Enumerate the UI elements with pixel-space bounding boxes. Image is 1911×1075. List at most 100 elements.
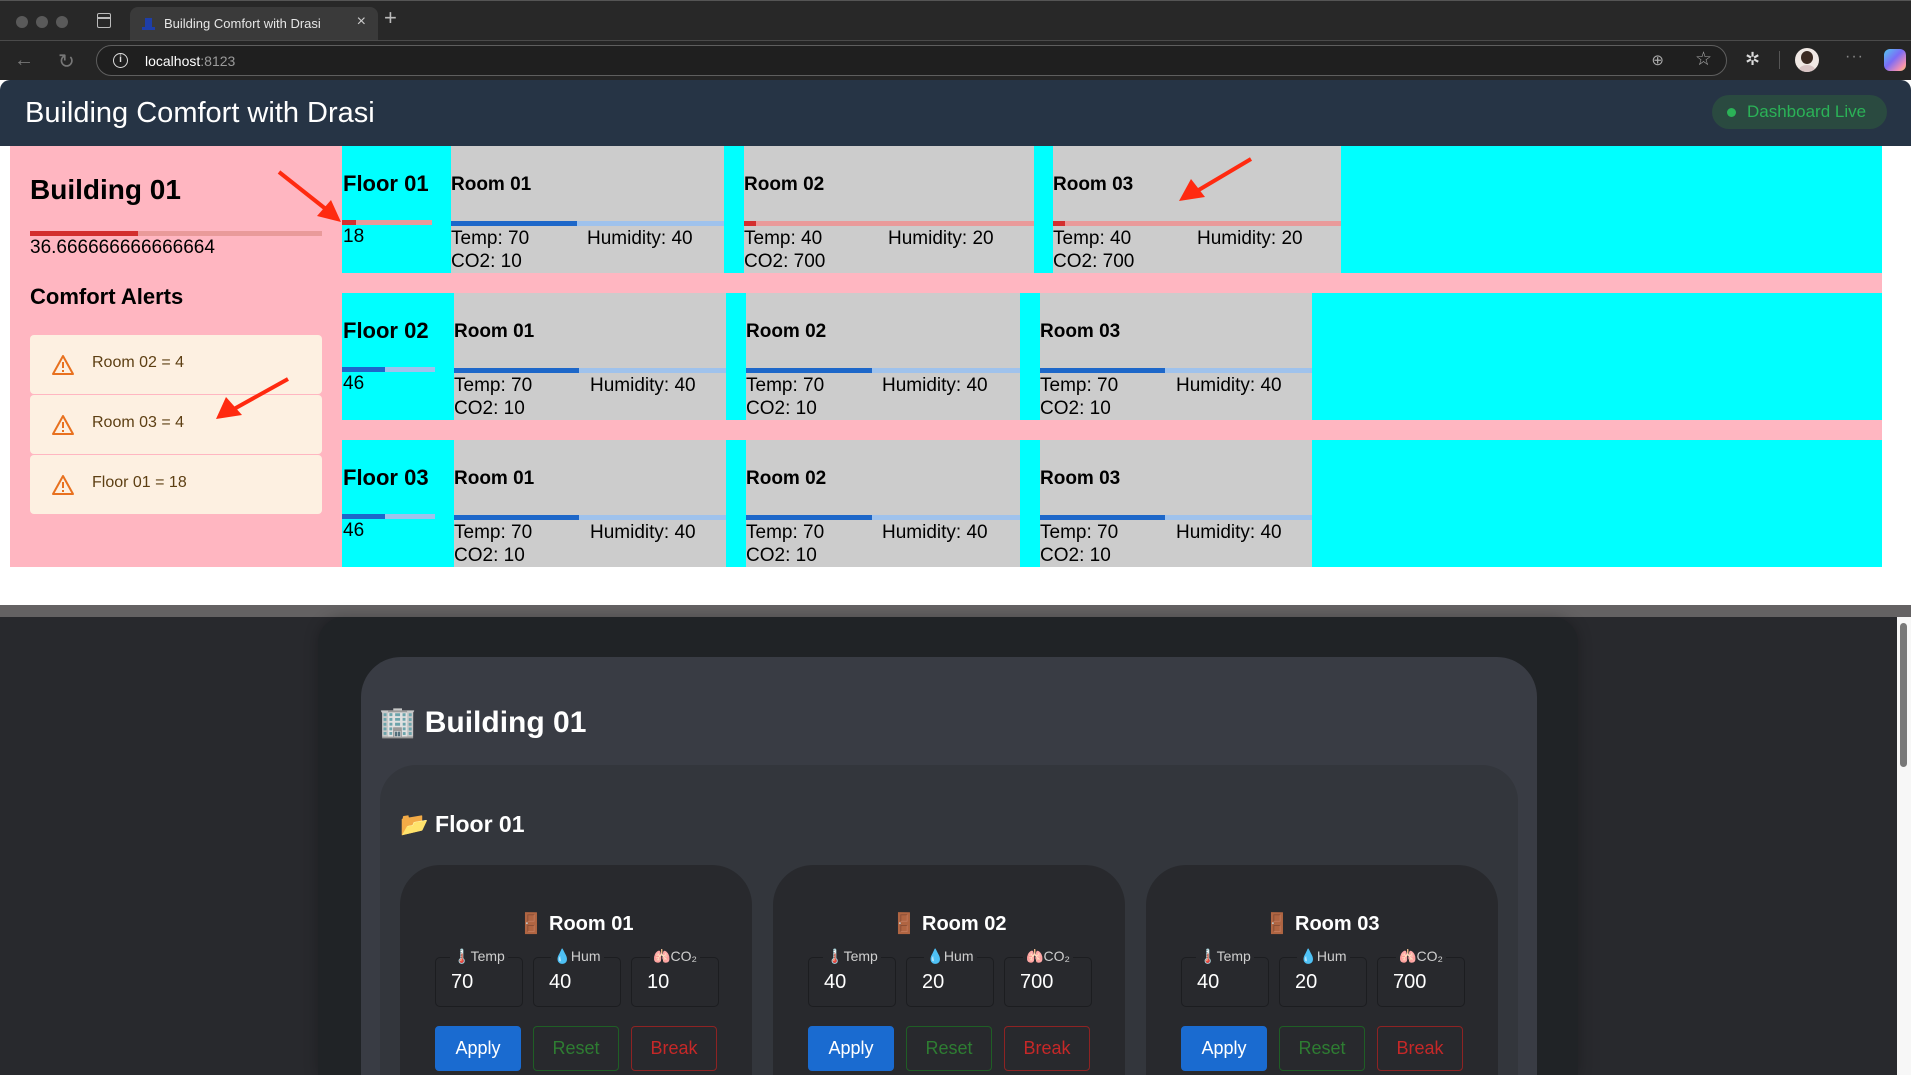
room-co2: CO2: 10 [451, 251, 522, 272]
annotation-arrow-icon [1179, 157, 1253, 201]
co2-input[interactable]: 🫁CO₂ 10 [631, 948, 719, 1007]
room-temp: Temp: 70 [746, 375, 825, 396]
room-control-heading: 🚪 Room 03 [1264, 913, 1380, 935]
window-close-dot[interactable] [16, 16, 28, 28]
app-header: Building Comfort with Drasi Dashboard Li… [0, 80, 1911, 146]
tab-title: Building Comfort with Drasi [164, 16, 321, 31]
window-maximize-dot[interactable] [56, 16, 68, 28]
room-control-heading: 🚪 Room 02 [891, 913, 1007, 935]
room-temp: Temp: 70 [451, 228, 530, 249]
room-control-card: 🚪 Room 01 🌡️Temp 70 💧Hum 40 🫁CO₂ 10 Appl… [400, 865, 752, 1075]
building-comfort-bar [30, 231, 322, 236]
room-temp: Temp: 70 [454, 375, 533, 396]
building-control-heading: 🏢 Building 01 [379, 706, 587, 739]
temp-input[interactable]: 🌡️Temp 40 [808, 948, 896, 1007]
co2-input[interactable]: 🫁CO₂ 700 [1377, 948, 1465, 1007]
room-humidity: Humidity: 40 [1176, 522, 1282, 543]
address-bar-row: ← ↻ i localhost:8123 ⊕ ☆ [0, 40, 1911, 80]
room-co2: CO2: 10 [1040, 545, 1111, 566]
tab-close-icon[interactable]: × [356, 13, 366, 30]
copilot-icon[interactable] [1884, 49, 1906, 71]
lungs-icon: 🫁CO₂ [1378, 948, 1464, 965]
reload-icon[interactable]: ↻ [58, 51, 75, 73]
break-button[interactable]: Break [631, 1026, 717, 1071]
reset-button[interactable]: Reset [1279, 1026, 1365, 1071]
door-icon: 🚪 [891, 913, 917, 935]
door-icon: 🚪 [1264, 913, 1290, 935]
row-spacer [342, 420, 1882, 440]
lungs-icon: 🫁CO₂ [632, 948, 718, 965]
bookmark-star-icon[interactable]: ☆ [1694, 49, 1712, 70]
floor-comfort-value: 46 [343, 373, 365, 394]
room-name: Room 02 [746, 468, 827, 489]
humidity-input[interactable]: 💧Hum 20 [906, 948, 994, 1007]
browser-tab[interactable]: Building Comfort with Drasi × [130, 7, 378, 41]
floor-row-02: Floor 02 46 Room 01 Temp: 70 Humidity: 4… [342, 293, 1882, 420]
reset-button[interactable]: Reset [906, 1026, 992, 1071]
comfort-alerts-heading: Comfort Alerts [30, 284, 184, 309]
break-button[interactable]: Break [1004, 1026, 1090, 1071]
room-control-card: 🚪 Room 03 🌡️Temp 40 💧Hum 20 🫁CO₂ 700 App… [1146, 865, 1498, 1075]
warning-icon [52, 415, 74, 435]
room-control-heading: 🚪 Room 01 [518, 913, 634, 935]
room-comfort-bar [1040, 515, 1312, 520]
droplet-icon: 💧Hum [907, 948, 993, 965]
humidity-input[interactable]: 💧Hum 40 [533, 948, 621, 1007]
floor-label: Floor 02 [343, 318, 429, 343]
scrollbar-thumb[interactable] [1900, 623, 1907, 767]
room-tile: Room 01 Temp: 70 Humidity: 40 CO2: 10 [451, 146, 724, 273]
warning-icon [52, 355, 74, 375]
building-title: Building 01 [30, 174, 181, 205]
warning-icon [52, 475, 74, 495]
room-temp: Temp: 70 [454, 522, 533, 543]
toolbar-divider [1779, 51, 1780, 69]
reset-button[interactable]: Reset [533, 1026, 619, 1071]
humidity-input[interactable]: 💧Hum 20 [1279, 948, 1367, 1007]
break-button[interactable]: Break [1377, 1026, 1463, 1071]
building-summary-panel: Building 01 36.666666666666664 Comfort A… [10, 146, 342, 567]
temp-input[interactable]: 🌡️Temp 40 [1181, 948, 1269, 1007]
apply-button[interactable]: Apply [808, 1026, 894, 1071]
co2-input[interactable]: 🫁CO₂ 700 [1004, 948, 1092, 1007]
url-text: localhost:8123 [145, 53, 236, 69]
room-comfort-bar [451, 221, 724, 226]
room-tile: Room 02 Temp: 40 Humidity: 20 CO2: 700 [744, 146, 1034, 273]
floor-control-heading: 📂 Floor 01 [400, 811, 525, 837]
apply-button[interactable]: Apply [435, 1026, 521, 1071]
site-info-icon[interactable]: i [113, 53, 128, 68]
sidebar-toggle-icon[interactable] [97, 13, 111, 28]
window-minimize-dot[interactable] [36, 16, 48, 28]
alert-item: Floor 01 = 18 [30, 455, 322, 514]
profile-avatar[interactable] [1795, 48, 1819, 72]
door-icon: 🚪 [518, 913, 544, 935]
back-icon[interactable]: ← [14, 49, 34, 71]
room-co2: CO2: 10 [454, 398, 525, 419]
extensions-icon[interactable]: ✲ [1745, 49, 1761, 69]
room-co2: CO2: 10 [746, 545, 817, 566]
room-comfort-bar [454, 515, 726, 520]
browser-tab-bar: Building Comfort with Drasi × + [0, 0, 1911, 41]
room-humidity: Humidity: 40 [882, 522, 988, 543]
room-temp: Temp: 70 [746, 522, 825, 543]
room-tile: Room 03 Temp: 70 Humidity: 40 CO2: 10 [1040, 293, 1312, 420]
room-comfort-bar [746, 515, 1020, 520]
zoom-icon[interactable]: ⊕ [1651, 52, 1664, 69]
temp-input[interactable]: 🌡️Temp 70 [435, 948, 523, 1007]
thermometer-icon: 🌡️Temp [1182, 948, 1268, 965]
floor-comfort-bar [342, 220, 432, 225]
room-comfort-bar [1053, 221, 1341, 226]
room-comfort-bar [746, 368, 1020, 373]
thermometer-icon: 🌡️Temp [809, 948, 895, 965]
url-input[interactable]: i localhost:8123 ⊕ ☆ [96, 45, 1727, 76]
room-name: Room 01 [451, 174, 532, 195]
room-humidity: Humidity: 40 [882, 375, 988, 396]
more-menu-icon[interactable]: ··· [1845, 48, 1864, 65]
room-humidity: Humidity: 20 [1197, 228, 1303, 249]
room-humidity: Humidity: 40 [1176, 375, 1282, 396]
room-name: Room 03 [1053, 174, 1134, 195]
new-tab-button[interactable]: + [384, 5, 397, 30]
apply-button[interactable]: Apply [1181, 1026, 1267, 1071]
room-humidity: Humidity: 40 [590, 522, 696, 543]
floor-comfort-value: 18 [343, 226, 365, 247]
floor-comfort-bar [342, 514, 435, 519]
